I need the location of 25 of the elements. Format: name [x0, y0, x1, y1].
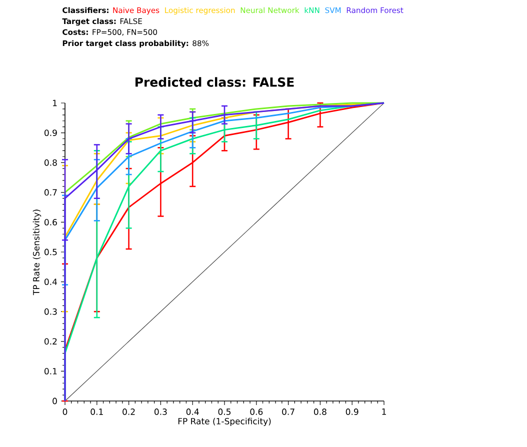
y-tick-label: 1 [53, 100, 57, 106]
y-tick-label: 0.6 [44, 218, 57, 226]
x-tick-label: 0.9 [346, 408, 358, 415]
chart-title: Predicted class: FALSE [136, 77, 294, 87]
x-tick-label: 0.6 [250, 408, 263, 415]
x-tick-label: 0.4 [186, 408, 199, 415]
y-axis-title: TP Rate (Sensitivity) [32, 210, 42, 296]
y-tick-label: 0.2 [44, 338, 57, 345]
x-axis-title: FP Rate (1-Specificity) [178, 418, 271, 426]
x-tick-label: 0.5 [218, 408, 231, 415]
y-tick-label: 0 [52, 398, 57, 404]
x-tick-label: 0.3 [154, 408, 167, 415]
y-tick-label: 0.3 [44, 308, 57, 315]
y-tick-label: 0.1 [44, 368, 57, 374]
x-tick-label: 1 [382, 408, 386, 415]
x-tick-label: 0.2 [122, 408, 135, 415]
y-tick-label: 0.8 [44, 159, 57, 166]
y-tick-label: 0.7 [44, 189, 57, 196]
x-tick-label: 0.8 [314, 408, 326, 415]
x-tick-label: 0.1 [90, 408, 103, 415]
y-tick-label: 0.9 [44, 130, 57, 136]
y-tick-label: 0.5 [44, 248, 57, 256]
x-tick-label: 0 [62, 408, 68, 415]
x-tick-label: 0.7 [282, 408, 294, 415]
y-tick-label: 0.4 [44, 278, 57, 286]
